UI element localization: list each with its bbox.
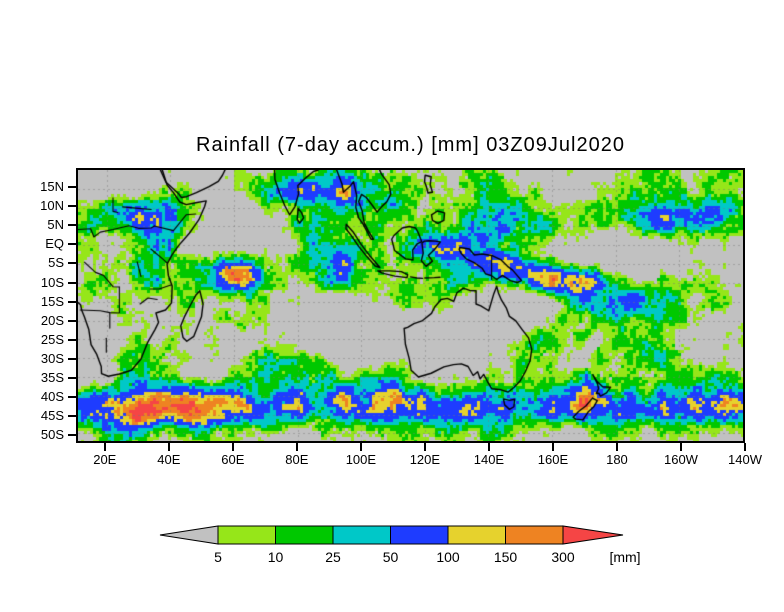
lat-tick: [68, 338, 76, 341]
colorbar-arrow-above-max: [562, 525, 624, 545]
lon-tick: [103, 443, 106, 451]
lat-tick-label: EQ: [45, 236, 64, 252]
colorbar-segment: [275, 525, 334, 545]
colorbar-level-label: 10: [268, 549, 284, 565]
lon-tick-label: 160E: [537, 452, 569, 467]
lon-tick: [487, 443, 490, 451]
colorbar-segment: [332, 525, 391, 545]
lon-tick: [423, 443, 426, 451]
lat-tick: [68, 186, 76, 189]
lon-tick: [231, 443, 234, 451]
lon-tick: [679, 443, 682, 451]
lat-tick-label: 35S: [40, 370, 64, 386]
colorbar-level-label: 5: [214, 549, 222, 565]
colorbar-segment: [447, 525, 506, 545]
lon-tick-label: 140E: [473, 452, 505, 467]
lat-tick: [68, 415, 76, 418]
lat-tick-label: 15S: [40, 293, 64, 309]
lon-tick-label: 120E: [409, 452, 441, 467]
colorbar-segment: [217, 525, 276, 545]
lat-tick: [68, 434, 76, 437]
lon-tick-label: 60E: [221, 452, 245, 467]
lat-tick: [68, 319, 76, 322]
lon-tick: [615, 443, 618, 451]
lat-tick-label: 25S: [40, 331, 64, 347]
rainfall-map: [76, 168, 745, 443]
rainfall-colorbar: 5 10 25 50 100 150 300 [mm]: [159, 525, 641, 565]
lat-tick-label: 40S: [40, 389, 64, 405]
colorbar-unit-label: [mm]: [609, 549, 640, 565]
colorbar-level-label: 100: [436, 549, 460, 565]
colorbar-segment: [390, 525, 449, 545]
lat-tick-label: 45S: [40, 408, 64, 424]
lon-tick-label: 100E: [345, 452, 377, 467]
lon-tick: [359, 443, 362, 451]
lat-tick: [68, 281, 76, 284]
lat-tick-label: 10N: [40, 198, 64, 214]
lat-tick: [68, 396, 76, 399]
lon-tick-label: 80E: [285, 452, 309, 467]
lon-tick-label: 160W: [663, 452, 698, 467]
lon-tick: [167, 443, 170, 451]
colorbar-level-label: 25: [325, 549, 341, 565]
lat-tick: [68, 243, 76, 246]
colorbar-level-label: 50: [383, 549, 399, 565]
lat-tick-label: 50S: [40, 427, 64, 443]
lat-tick-label: 15N: [40, 179, 64, 195]
lat-tick: [68, 300, 76, 303]
lat-tick: [68, 224, 76, 227]
lon-tick: [744, 443, 746, 451]
lon-tick-label: 180: [606, 452, 628, 467]
lon-tick-label: 40E: [157, 452, 181, 467]
lat-tick-label: 5N: [47, 217, 64, 233]
lat-tick-label: 10S: [40, 274, 64, 290]
rainfall-field-canvas: [78, 170, 743, 441]
colorbar-level-label: 300: [551, 549, 575, 565]
lat-tick-label: 5S: [48, 255, 64, 271]
lat-tick: [68, 205, 76, 208]
lat-tick-label: 20S: [40, 312, 64, 328]
plot-title: Rainfall (7-day accum.) [mm] 03Z09Jul202…: [196, 134, 625, 156]
colorbar-segment: [505, 525, 564, 545]
colorbar-level-label: 150: [494, 549, 518, 565]
lon-tick-label: 20E: [93, 452, 117, 467]
lat-tick-label: 30S: [40, 350, 64, 366]
lon-tick-label: 140W: [728, 452, 762, 467]
lat-tick: [68, 262, 76, 265]
lon-tick: [551, 443, 554, 451]
lat-tick: [68, 357, 76, 360]
lon-tick: [295, 443, 298, 451]
lat-tick: [68, 377, 76, 380]
colorbar-arrow-below-min: [159, 525, 219, 545]
